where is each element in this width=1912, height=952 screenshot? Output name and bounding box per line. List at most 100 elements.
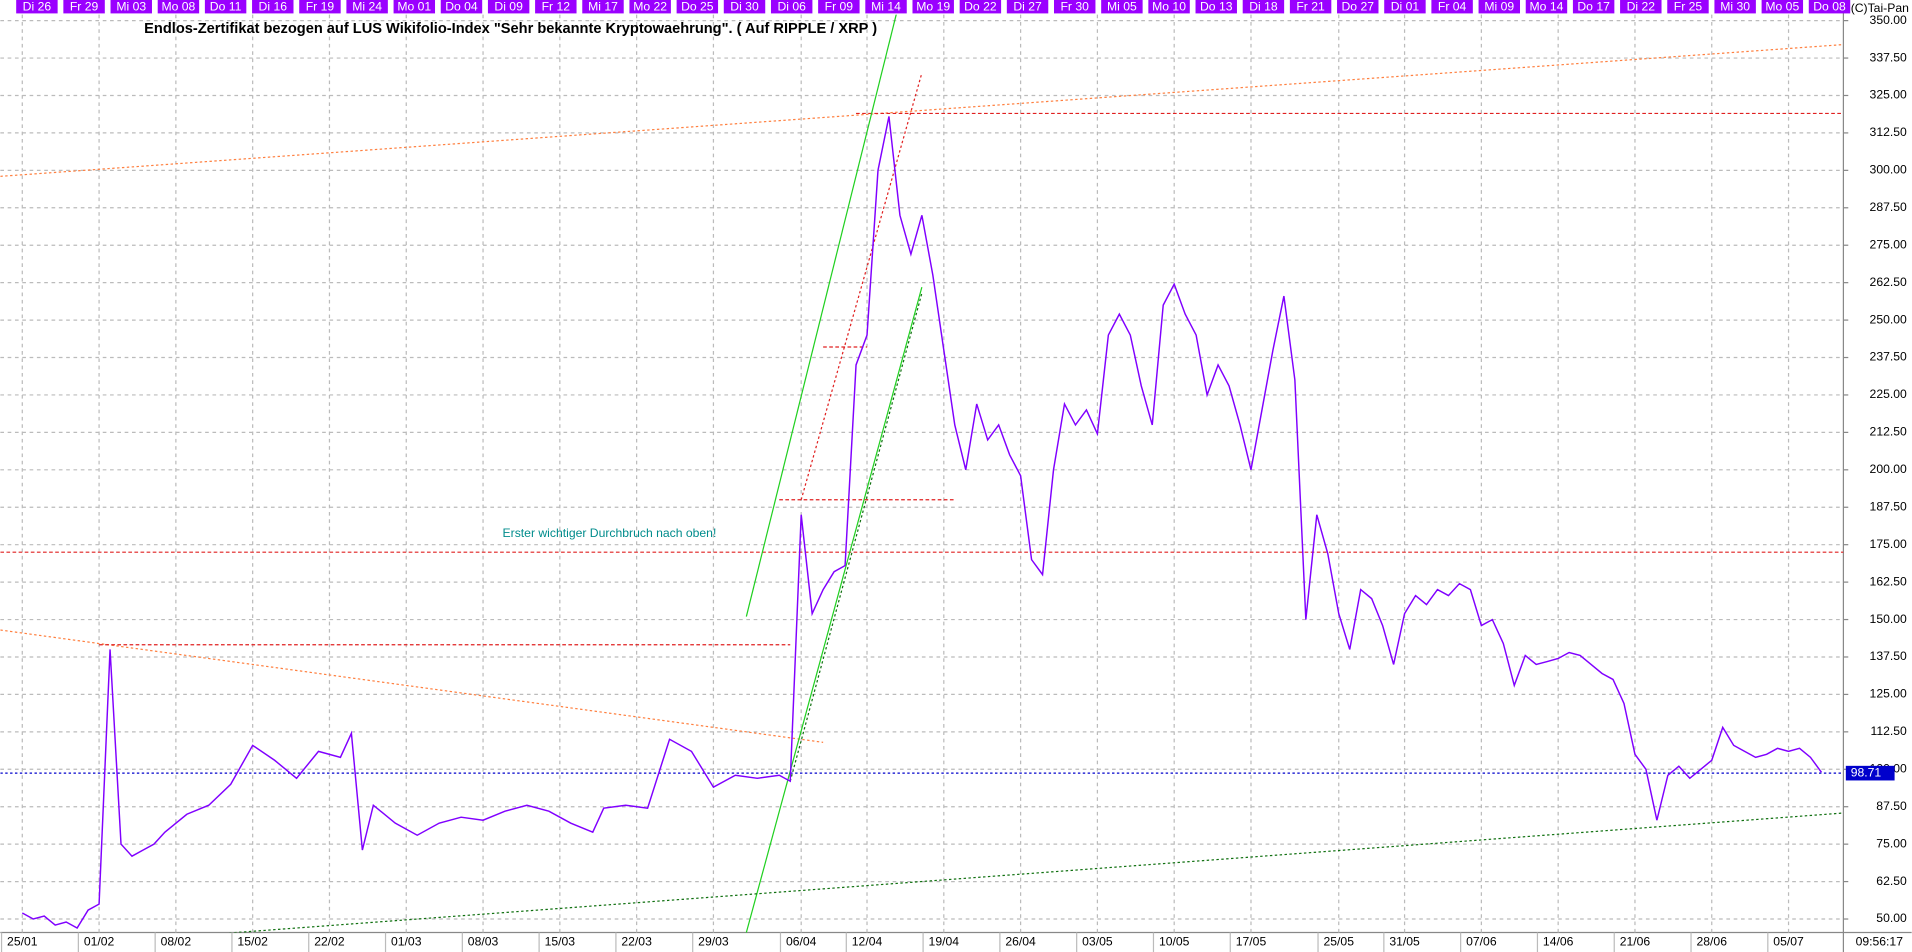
- top-label: Di 06: [777, 0, 806, 14]
- last-price-label: 98.71: [1851, 765, 1882, 779]
- x-tick-label: 01/02: [84, 934, 115, 948]
- top-label-box: [1761, 0, 1804, 14]
- top-label: Do 04: [445, 0, 478, 14]
- top-label-box: [1525, 0, 1568, 14]
- top-label: Do 11: [210, 0, 242, 14]
- top-label-box: [63, 0, 105, 14]
- y-tick-label: 250.00: [1870, 312, 1907, 326]
- top-label-box: [487, 0, 530, 14]
- y-tick-label: 87.50: [1876, 799, 1907, 813]
- top-label-box: [16, 0, 58, 14]
- top-label-box: [1101, 0, 1143, 14]
- top-label: Mi 03: [116, 0, 146, 14]
- top-label-box: [299, 0, 341, 14]
- x-tick-label: 14/06: [1543, 934, 1574, 948]
- top-label-box: [1195, 0, 1237, 14]
- top-label-box: [676, 0, 719, 14]
- top-label-box: [1478, 0, 1521, 14]
- top-label: Mo 01: [397, 0, 431, 14]
- top-label-box: [1054, 0, 1096, 14]
- x-tick-label: 12/04: [852, 934, 883, 948]
- top-label-box: [1148, 0, 1190, 14]
- reference-line: [745, 14, 897, 617]
- top-label-box: [393, 0, 436, 14]
- annotation: Erster wichtiger Durchbruch nach oben!: [503, 526, 717, 540]
- x-tick-label: 31/05: [1389, 934, 1420, 948]
- top-label: Do 27: [1342, 0, 1375, 14]
- top-label-box: [818, 0, 860, 14]
- top-label: Do 25: [681, 0, 714, 14]
- top-label: Mo 19: [916, 0, 950, 14]
- x-tick-label: 17/05: [1236, 934, 1267, 948]
- y-tick-label: 237.50: [1870, 350, 1907, 364]
- top-label-box: [1289, 0, 1332, 14]
- y-tick-label: 50.00: [1876, 911, 1907, 925]
- y-tick-label: 275.00: [1870, 237, 1907, 251]
- last-price-box: [1845, 765, 1895, 781]
- top-label-box: [346, 0, 388, 14]
- top-label-box: [440, 0, 483, 14]
- reference-line: [0, 43, 1844, 177]
- top-label: Fr 30: [1061, 0, 1090, 14]
- x-tick-label: 26/04: [1005, 934, 1036, 948]
- top-label: Fr 29: [70, 0, 99, 14]
- x-tick-label: 07/06: [1466, 934, 1497, 948]
- top-label: Mo 22: [633, 0, 667, 14]
- y-tick-label: 325.00: [1870, 88, 1907, 102]
- x-tick-label: 06/04: [786, 934, 817, 948]
- chart-title: Endlos-Zertifikat bezogen auf LUS Wikifo…: [144, 21, 877, 37]
- top-label: Di 30: [730, 0, 759, 14]
- top-label: Di 16: [259, 0, 288, 14]
- top-label: Do 17: [1577, 0, 1610, 14]
- y-tick-label: 62.50: [1876, 874, 1907, 888]
- reference-line: [0, 629, 824, 743]
- top-label: Di 26: [23, 0, 52, 14]
- top-label: Mi 17: [588, 0, 618, 14]
- y-tick-label: 125.00: [1870, 687, 1907, 701]
- top-label: Mi 30: [1720, 0, 1750, 14]
- x-tick-label: 25/05: [1324, 934, 1355, 948]
- top-label: Mi 24: [352, 0, 382, 14]
- top-label-box: [1808, 0, 1851, 14]
- y-tick-label: 312.50: [1870, 125, 1907, 139]
- x-tick-label: 25/01: [7, 934, 38, 948]
- copyright: (C)Tai-Pan: [1851, 1, 1909, 15]
- y-tick-label: 300.00: [1870, 163, 1907, 177]
- x-tick-label: 29/03: [698, 934, 729, 948]
- top-label: Fr 12: [542, 0, 571, 14]
- reference-line: [800, 72, 923, 500]
- top-label: Di 18: [1249, 0, 1278, 14]
- top-label: Di 22: [1627, 0, 1656, 14]
- x-tick-label: 08/02: [161, 934, 192, 948]
- top-label-box: [629, 0, 671, 14]
- top-label-box: [1714, 0, 1756, 14]
- top-label-box: [535, 0, 577, 14]
- x-tick-label: 22/02: [314, 934, 345, 948]
- top-label: Di 01: [1391, 0, 1420, 14]
- y-tick-label: 212.50: [1870, 425, 1907, 439]
- reference-line: [789, 292, 923, 782]
- top-label: Di 09: [494, 0, 523, 14]
- top-label-box: [1667, 0, 1709, 14]
- top-label-box: [1620, 0, 1662, 14]
- reference-line: [745, 286, 923, 933]
- top-label: Mi 09: [1484, 0, 1514, 14]
- top-label: Do 08: [1813, 0, 1846, 14]
- x-tick-label: 08/03: [468, 934, 499, 948]
- top-label-box: [252, 0, 294, 14]
- top-label: Fr 04: [1438, 0, 1467, 14]
- y-tick-label: 175.00: [1870, 537, 1907, 551]
- top-labels: Di 26 Fr 29 Mi 03 Mo 08 Do 11 Di 16 Fr 19 Mi 24…: [16, 0, 1851, 14]
- grid: [0, 14, 1844, 933]
- x-tick-label: 19/04: [929, 934, 960, 948]
- x-tick-label: 10/05: [1159, 934, 1190, 948]
- x-tick-label: 03/05: [1082, 934, 1113, 948]
- y-tick-label: 350.00: [1870, 13, 1907, 27]
- price-area: [21, 116, 1823, 929]
- top-label: Fr 21: [1296, 0, 1325, 14]
- top-label-box: [110, 0, 152, 14]
- y-tick-label: 150.00: [1870, 612, 1907, 626]
